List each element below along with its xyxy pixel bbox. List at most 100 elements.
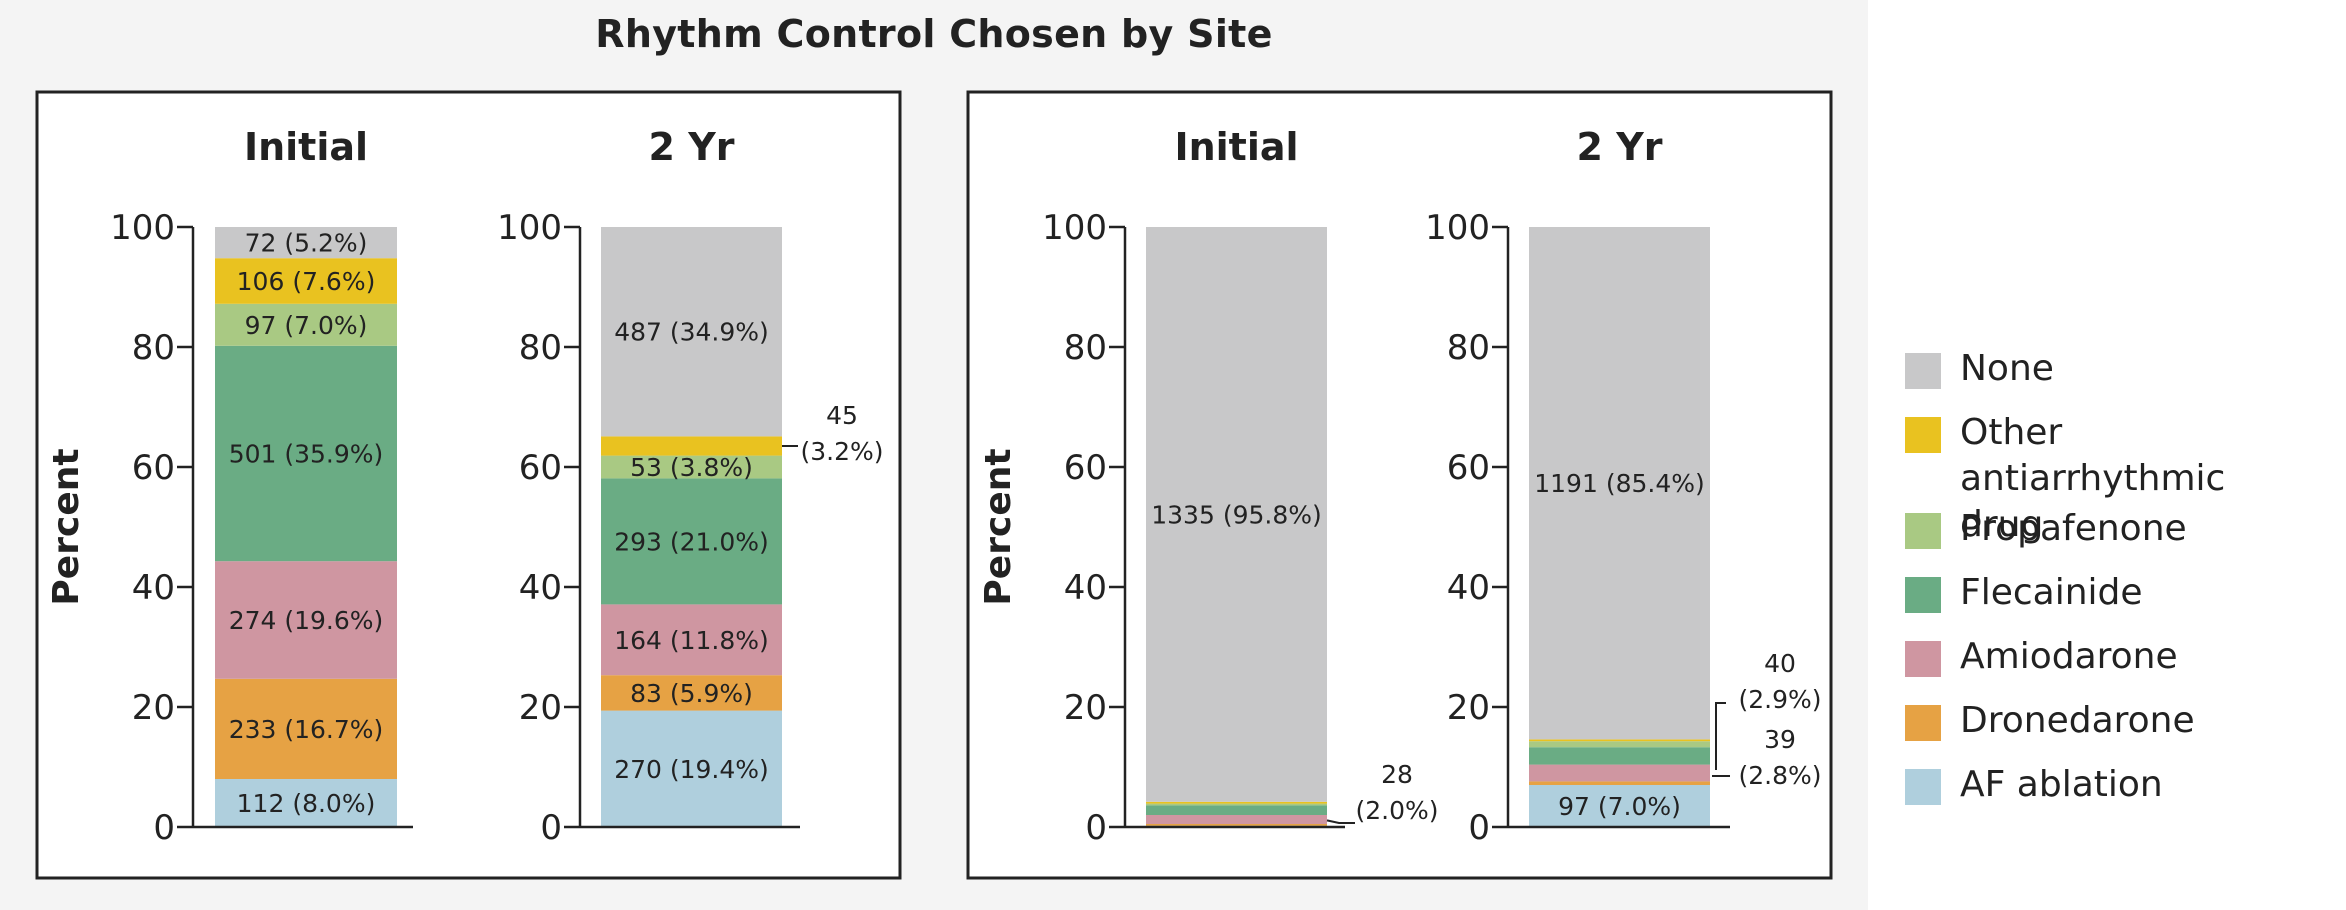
y-tick-label-p1-2-yr-80: 80 (519, 328, 562, 368)
segment-p1-initial-other-antiarrhythmic-drug (215, 258, 397, 304)
callout-pct-p2-2-yr-amiodarone: (2.8%) (1738, 761, 1821, 790)
segment-p1-2-yr-flecainide (601, 478, 782, 605)
legend-label-amiodarone: Amiodarone (1960, 636, 2178, 677)
y-tick-label-p1-2-yr-60: 60 (519, 448, 562, 488)
y-tick-label-p2-initial-40: 40 (1064, 568, 1107, 608)
segment-label-p2-2-yr-none: 1191 (85.4%) (1534, 469, 1705, 498)
legend-swatch-flecainide (1905, 577, 1941, 613)
bar-title-p2-2-yr: 2 Yr (1577, 125, 1663, 169)
y-tick-label-p1-initial-0: 0 (153, 808, 175, 848)
segment-label-p1-initial-amiodarone: 274 (19.6%) (229, 606, 384, 635)
callout-pct-p2-2-yr-flecainide: (2.9%) (1738, 685, 1821, 714)
callout-count-p2-initial-amiodarone: 28 (1381, 760, 1413, 789)
segment-p2-2-yr-af-ablation (1529, 785, 1710, 827)
legend-swatch-propafenone (1905, 513, 1941, 549)
segment-label-p1-2-yr-none: 487 (34.9%) (614, 318, 769, 347)
y-tick-label-p2-2-yr-80: 80 (1447, 328, 1490, 368)
y-tick-label-p1-2-yr-20: 20 (519, 688, 562, 728)
segment-label-p1-2-yr-amiodarone: 164 (11.8%) (614, 626, 769, 655)
segment-p1-initial-none (215, 227, 397, 259)
legend-label-af-ablation: AF ablation (1960, 764, 2163, 805)
legend-item-amiodarone: Amiodarone (1905, 628, 2335, 692)
segment-p1-initial-flecainide (215, 345, 397, 562)
callout-pct-p2-initial-amiodarone: (2.0%) (1355, 796, 1438, 825)
segment-p1-2-yr-propafenone (601, 455, 782, 479)
y-tick-label-p2-2-yr-20: 20 (1447, 688, 1490, 728)
legend-label-none: None (1960, 348, 2054, 389)
y-tick-label-p2-2-yr-40: 40 (1447, 568, 1490, 608)
segment-p1-initial-dronedarone (215, 678, 397, 779)
segment-p1-initial-af-ablation (215, 779, 397, 827)
segment-p2-initial-none (1146, 227, 1327, 802)
segment-p2-2-yr-dronedarone (1529, 781, 1710, 785)
callout-line-p2-2-yr-flecainide (1715, 702, 1726, 770)
bar-title-p1-initial: Initial (244, 125, 368, 169)
segment-label-p1-initial-none: 72 (5.2%) (245, 229, 368, 258)
legend-item-other-antiarrhythmic: Other antiarrhythmic drug (1905, 404, 2335, 545)
bar-title-p2-initial: Initial (1174, 125, 1298, 169)
segment-p2-2-yr-none (1529, 227, 1710, 740)
segment-p2-initial-other-antiarrhythmic-drug (1146, 801, 1327, 804)
segment-p1-2-yr-dronedarone (601, 675, 782, 711)
y-tick-label-p1-initial-100: 100 (110, 208, 175, 248)
y-tick-label-p2-initial-100: 100 (1042, 208, 1107, 248)
callout-count-p1-2-yr-other-antiarrhythmic-drug: 45 (826, 401, 858, 430)
legend-label-dronedarone: Dronedarone (1960, 700, 2195, 741)
y-tick-label-p1-initial-40: 40 (132, 568, 175, 608)
legend-swatch-none (1905, 353, 1941, 389)
segment-p1-2-yr-none (601, 227, 782, 437)
legend-item-dronedarone: Dronedarone (1905, 692, 2335, 756)
segment-p2-2-yr-flecainide (1529, 747, 1710, 765)
legend-swatch-af-ablation (1905, 769, 1941, 805)
legend-item-none: None (1905, 340, 2335, 404)
bar-title-p1-2-yr: 2 Yr (649, 125, 735, 169)
segment-p2-2-yr-amiodarone (1529, 764, 1710, 782)
callout-pct-p1-2-yr-other-antiarrhythmic-drug: (3.2%) (800, 437, 883, 466)
y-tick-label-p2-initial-60: 60 (1064, 448, 1107, 488)
segment-p1-2-yr-af-ablation (601, 710, 782, 827)
y-tick-label-p1-initial-20: 20 (132, 688, 175, 728)
segment-p1-initial-amiodarone (215, 561, 397, 679)
y-tick-label-p1-2-yr-0: 0 (540, 808, 562, 848)
legend-label-flecainide: Flecainide (1960, 572, 2143, 613)
segment-p2-initial-flecainide (1146, 805, 1327, 815)
segment-label-p1-2-yr-propafenone: 53 (3.8%) (630, 453, 753, 482)
legend-swatch-dronedarone (1905, 705, 1941, 741)
segment-p1-2-yr-other-antiarrhythmic-drug (601, 436, 782, 456)
y-tick-label-p2-2-yr-100: 100 (1425, 208, 1490, 248)
y-tick-label-p2-initial-0: 0 (1085, 808, 1107, 848)
chart-title: Rhythm Control Chosen by Site (595, 12, 1273, 56)
segment-label-p1-2-yr-dronedarone: 83 (5.9%) (630, 679, 753, 708)
y-tick-label-p2-2-yr-60: 60 (1447, 448, 1490, 488)
y-tick-label-p1-2-yr-40: 40 (519, 568, 562, 608)
legend-item-af-ablation: AF ablation (1905, 756, 2335, 820)
callout-count-p2-2-yr-flecainide: 40 (1764, 649, 1796, 678)
y-tick-label-p1-initial-80: 80 (132, 328, 175, 368)
legend-swatch-other-antiarrhythmic (1905, 417, 1941, 453)
segment-label-p1-initial-dronedarone: 233 (16.7%) (229, 715, 384, 744)
segment-p2-2-yr-propafenone (1529, 741, 1710, 748)
y-axis-label-1: Percent (46, 448, 87, 605)
segment-label-p1-2-yr-flecainide: 293 (21.0%) (614, 527, 769, 556)
segment-p2-2-yr-other-antiarrhythmic-drug (1529, 739, 1710, 742)
y-tick-label-p2-2-yr-0: 0 (1468, 808, 1490, 848)
callout-count-p2-2-yr-amiodarone: 39 (1764, 725, 1796, 754)
legend-item-propafenone: Propafenone (1905, 500, 2335, 564)
segment-p2-initial-amiodarone (1146, 815, 1327, 824)
legend-label-other-antiarrhythmic: Other antiarrhythmic drug (1960, 412, 2226, 545)
segment-p1-2-yr-amiodarone (601, 604, 782, 676)
callout-line-p2-initial-amiodarone (1326, 819, 1355, 824)
segment-p2-initial-propafenone (1146, 803, 1327, 806)
segment-p2-initial-dronedarone (1146, 824, 1327, 826)
y-tick-label-p2-initial-80: 80 (1064, 328, 1107, 368)
legend-label-propafenone: Propafenone (1960, 508, 2187, 549)
chart-canvas: Percent Percent Initial 112 (8.0%) 233 (16.7… (35, 90, 1833, 880)
legend: None Other antiarrhythmic drug Propafeno… (1905, 340, 2335, 820)
segment-label-p2-2-yr-af-ablation: 97 (7.0%) (1558, 792, 1681, 821)
y-tick-label-p1-initial-60: 60 (132, 448, 175, 488)
segment-label-p2-initial-none: 1335 (95.8%) (1151, 500, 1322, 529)
legend-swatch-amiodarone (1905, 641, 1941, 677)
segment-label-p1-initial-propafenone: 97 (7.0%) (245, 311, 368, 340)
segment-label-p1-initial-flecainide: 501 (35.9%) (229, 440, 384, 469)
segment-p1-initial-propafenone (215, 303, 397, 346)
